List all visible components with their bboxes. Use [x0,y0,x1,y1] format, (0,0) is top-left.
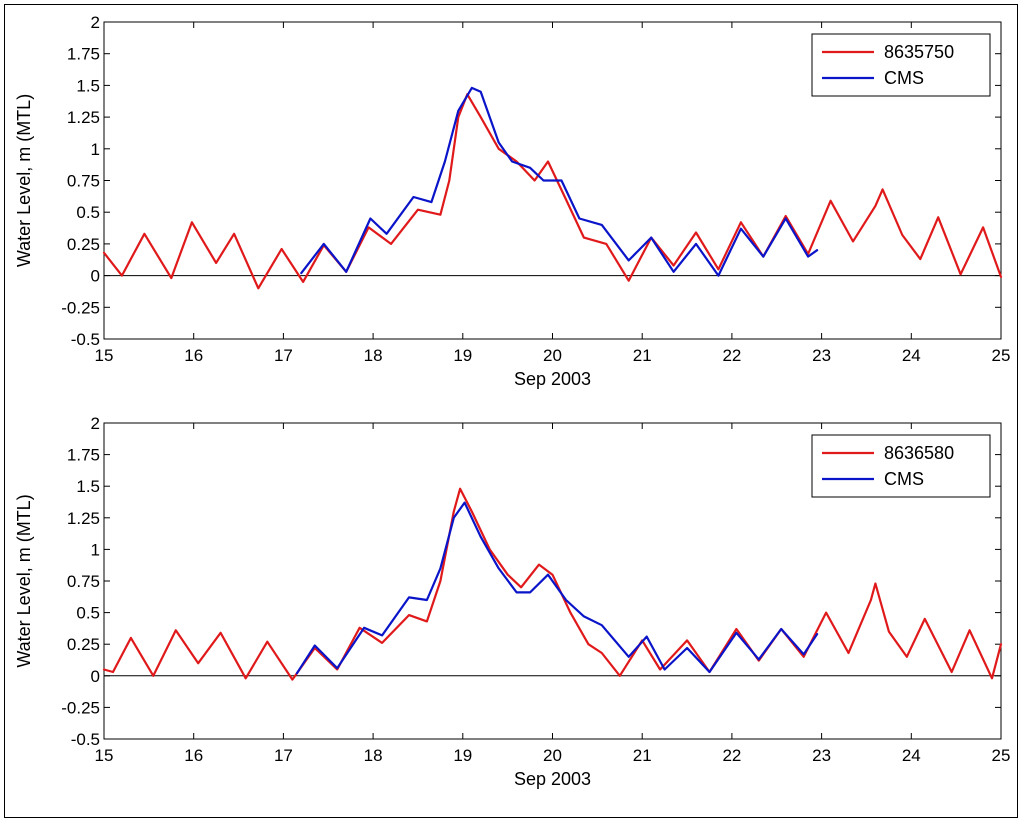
x-tick-label: 18 [364,346,383,365]
x-axis-label: Sep 2003 [514,769,591,789]
x-tick-label: 19 [453,346,472,365]
y-tick-label: -0.5 [71,730,100,749]
x-tick-label: 22 [722,746,741,765]
y-tick-label: -0.25 [61,698,100,717]
y-tick-label: 2 [91,13,100,32]
legend-box [811,33,991,97]
y-tick-label: 1.75 [67,446,100,465]
series-line-gauge-8636580 [102,487,1003,681]
series-line-gauge-8635750 [102,93,1003,290]
y-tick-label: 1.25 [67,108,100,127]
chart-panel-1: 15 16 17 18 19 20 21 22 23 24 25-0.5-0.2500.250.50… [14,13,1010,389]
legend-label: CMS [884,469,924,489]
y-tick-label: 2 [91,414,100,433]
x-tick-label: 17 [274,746,293,765]
x-tick-label: 19 [453,746,472,765]
y-tick-label: 0.75 [67,172,100,191]
x-tick-label: 21 [633,346,652,365]
x-tick-label: 16 [184,346,203,365]
y-tick-label: 1.5 [76,76,100,95]
y-tick-label: 0 [91,267,100,286]
y-tick-label: 1.5 [76,477,100,496]
x-tick-label: 18 [364,746,383,765]
legend: 8636580 CMS [811,434,991,498]
y-tick-label: 0.5 [76,604,100,623]
x-tick-label: 17 [274,346,293,365]
x-tick-label: 16 [184,746,203,765]
legend-label: CMS [884,68,924,88]
x-tick-label: 22 [722,346,741,365]
x-tick-label: 21 [633,746,652,765]
legend-label: 8636580 [884,443,954,463]
x-tick-label: 23 [812,746,831,765]
y-tick-label: 1.25 [67,509,100,528]
y-tick-label: 1.75 [67,45,100,64]
x-tick-label: 23 [812,346,831,365]
x-tick-label: 24 [902,746,921,765]
x-tick-label: 15 [95,346,114,365]
series-line-cms [300,86,819,277]
x-tick-label: 25 [992,346,1011,365]
x-tick-label: 24 [902,346,921,365]
y-tick-label: 0.5 [76,203,100,222]
y-tick-label: 0.25 [67,635,100,654]
legend-box [811,434,991,498]
legend-label: 8635750 [884,42,954,62]
legend: 8635750 CMS [811,33,991,97]
y-tick-label: -0.5 [71,330,100,349]
y-tick-label: 0.25 [67,235,100,254]
x-tick-label: 15 [95,746,114,765]
y-tick-label: -0.25 [61,298,100,317]
x-tick-label: 25 [992,746,1011,765]
y-tick-label: 1 [91,540,100,559]
y-tick-label: 1 [91,140,100,159]
y-tick-label: 0 [91,667,100,686]
y-axis-label: Water Level, m (MTL) [14,494,34,667]
chart-panel-2: 15 16 17 18 19 20 21 22 23 24 25-0.5-0.2500.250.50… [14,414,1010,789]
x-tick-label: 20 [543,746,562,765]
y-tick-label: 0.75 [67,572,100,591]
x-tick-label: 20 [543,346,562,365]
series-line-cms [295,501,819,675]
x-axis-label: Sep 2003 [514,369,591,389]
y-axis-label: Water Level, m (MTL) [14,94,34,267]
